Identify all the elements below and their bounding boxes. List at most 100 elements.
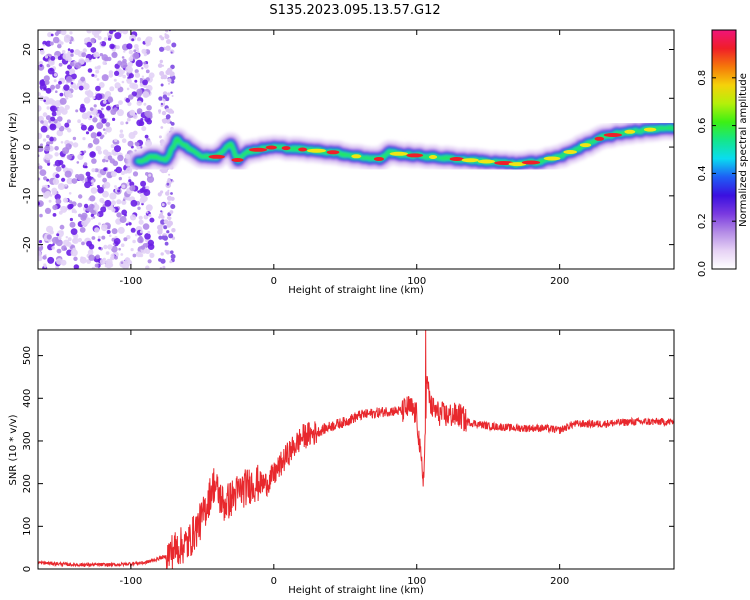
noise-dot xyxy=(39,213,43,218)
noise-dot xyxy=(130,199,138,207)
noise-dot xyxy=(121,199,127,205)
noise-dot xyxy=(64,122,70,128)
noise-dot xyxy=(145,265,150,269)
noise-dot xyxy=(87,143,93,148)
noise-dot xyxy=(83,81,87,84)
noise-dot xyxy=(145,204,153,212)
noise-dot xyxy=(40,143,43,147)
noise-dot xyxy=(158,215,162,219)
spectrogram-x-ticks: -100 0 100 200 xyxy=(120,30,569,287)
noise-dot xyxy=(45,115,52,121)
noise-dot xyxy=(114,145,121,153)
noise-dot xyxy=(88,254,95,261)
noise-dot xyxy=(70,245,74,249)
noise-dot xyxy=(54,152,59,157)
noise-dot xyxy=(86,90,94,98)
noise-dot xyxy=(44,207,52,214)
noise-dot xyxy=(64,184,68,187)
noise-dot xyxy=(110,256,113,260)
noise-dot xyxy=(39,169,47,177)
noise-dot xyxy=(161,64,164,67)
noise-dot xyxy=(86,41,92,48)
noise-dot xyxy=(93,104,97,108)
noise-dot xyxy=(147,239,154,246)
noise-dot xyxy=(81,241,85,246)
noise-dot xyxy=(38,165,43,170)
noise-dot xyxy=(141,75,145,78)
noise-dot xyxy=(73,210,77,214)
snr-frame xyxy=(37,329,675,570)
noise-dot xyxy=(160,190,164,194)
noise-dot xyxy=(90,132,98,139)
noise-dot xyxy=(60,30,67,36)
noise-dot xyxy=(149,252,155,258)
noise-dot xyxy=(91,73,95,77)
colorbar-label: Normalized spectral amplitude xyxy=(738,73,749,227)
noise-dot xyxy=(160,126,164,129)
noise-dot xyxy=(69,68,76,75)
noise-dot xyxy=(46,106,50,110)
noise-dot xyxy=(166,182,170,186)
noise-dot xyxy=(82,48,88,53)
noise-dot xyxy=(64,104,70,110)
noise-dot xyxy=(91,168,96,173)
noise-dot xyxy=(56,30,62,34)
noise-dot xyxy=(89,115,93,118)
noise-dot xyxy=(136,108,143,114)
noise-dot xyxy=(50,56,56,61)
noise-dot xyxy=(164,249,168,253)
noise-dot xyxy=(105,251,110,255)
noise-dot xyxy=(128,179,132,183)
noise-dot xyxy=(90,47,97,53)
noise-dot xyxy=(92,117,98,123)
noise-dot xyxy=(166,223,172,228)
noise-dot xyxy=(139,77,143,81)
noise-dot xyxy=(54,193,61,201)
noise-dot xyxy=(133,130,138,136)
noise-dot xyxy=(66,119,71,124)
noise-dot xyxy=(69,221,76,228)
noise-dot xyxy=(142,223,150,230)
noise-dot xyxy=(86,30,92,34)
noise-dot xyxy=(86,240,93,247)
noise-dot xyxy=(58,62,63,67)
noise-dot xyxy=(49,41,54,46)
noise-dot xyxy=(141,67,144,70)
noise-dot xyxy=(92,138,100,145)
noise-dot xyxy=(103,181,111,189)
noise-dot xyxy=(123,169,128,174)
noise-dot xyxy=(77,119,81,124)
noise-dot xyxy=(102,177,107,183)
noise-dot xyxy=(108,174,112,178)
noise-dot xyxy=(147,230,151,234)
noise-dot xyxy=(102,149,109,155)
noise-dot xyxy=(97,238,101,242)
noise-dot xyxy=(96,132,101,137)
noise-dot xyxy=(165,45,171,51)
noise-dot xyxy=(102,128,106,131)
noise-dot xyxy=(134,79,138,83)
noise-dot xyxy=(116,199,122,205)
ridge-peak xyxy=(208,154,225,159)
noise-dot xyxy=(114,138,118,143)
noise-dot xyxy=(90,179,94,183)
noise-dot xyxy=(82,180,85,183)
noise-dot xyxy=(140,118,144,122)
noise-dot xyxy=(90,217,94,220)
noise-dot xyxy=(166,230,170,234)
noise-dot xyxy=(170,192,173,195)
noise-dot xyxy=(108,73,114,78)
noise-dot xyxy=(138,219,144,225)
noise-dot xyxy=(89,195,96,202)
noise-dot xyxy=(136,37,142,42)
noise-dot xyxy=(72,237,79,244)
noise-dot xyxy=(120,261,124,265)
noise-dot xyxy=(65,96,69,100)
noise-dot xyxy=(159,46,165,52)
noise-dot xyxy=(50,116,56,122)
noise-dot xyxy=(93,51,100,58)
noise-dot xyxy=(66,177,74,185)
spectral-ridge xyxy=(127,116,674,177)
noise-dot xyxy=(114,32,122,40)
